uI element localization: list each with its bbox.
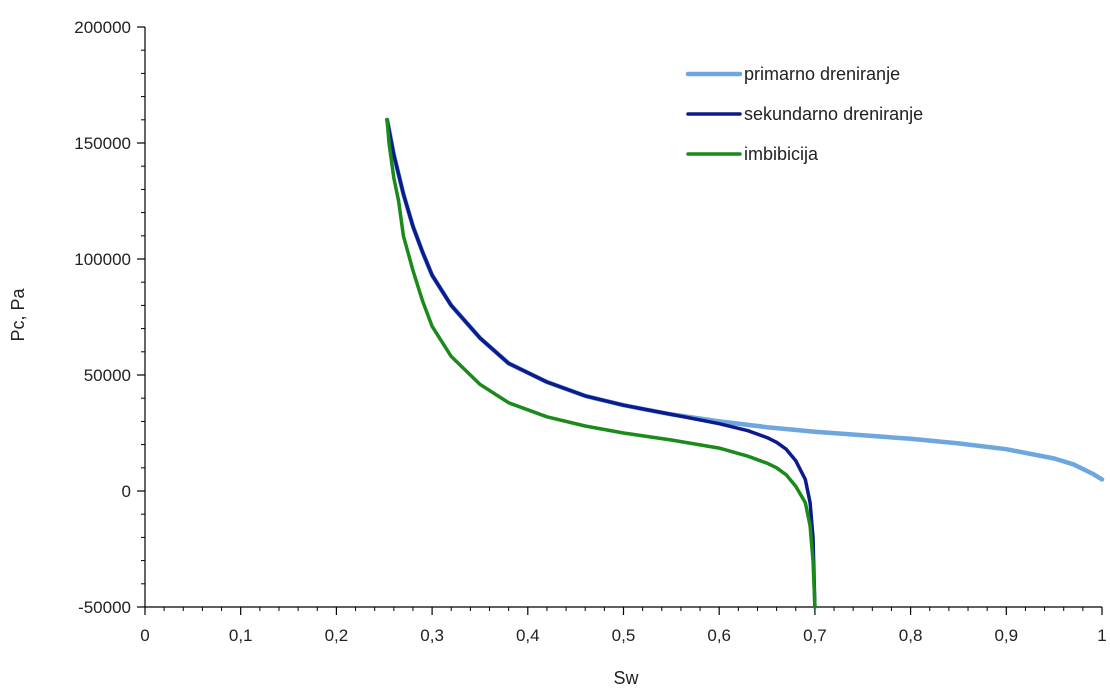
y-tick-label: 100000: [74, 250, 131, 269]
y-tick-label: 0: [122, 482, 131, 501]
series-line-1: [384, 117, 1105, 482]
x-tick-label: 0,9: [994, 626, 1018, 645]
x-tick-label: 0,4: [516, 626, 540, 645]
x-tick-label: 0,1: [229, 626, 253, 645]
axes: -50000 0 50000 100000 150000 200000 0 0,1 0,2 0,3…: [74, 18, 1106, 645]
x-tick-label: 0,2: [325, 626, 349, 645]
y-axis-title: Pc, Pa: [8, 288, 28, 342]
x-tick-label: 0: [140, 626, 149, 645]
x-tick-label: 0,3: [420, 626, 444, 645]
legend-label: imbibicija: [744, 144, 819, 164]
legend: primarno dreniranje sekundarno dreniranje…: [685, 64, 923, 164]
y-tick-label: -50000: [78, 598, 131, 617]
x-tick-label: 0,8: [899, 626, 923, 645]
series-line-3: [385, 118, 817, 609]
y-tick-label: 150000: [74, 134, 131, 153]
x-tick-label: 1: [1097, 626, 1106, 645]
x-axis-title: Sw: [613, 668, 639, 688]
series-layer: [384, 117, 1105, 609]
y-tick-label: 50000: [84, 366, 131, 385]
x-tick-label: 0,6: [707, 626, 731, 645]
legend-label: sekundarno dreniranje: [744, 104, 923, 124]
x-tick-label: 0,7: [803, 626, 827, 645]
series-line-2: [385, 118, 817, 609]
legend-label: primarno dreniranje: [744, 64, 900, 84]
y-tick-label: 200000: [74, 18, 131, 37]
x-tick-label: 0,5: [612, 626, 636, 645]
